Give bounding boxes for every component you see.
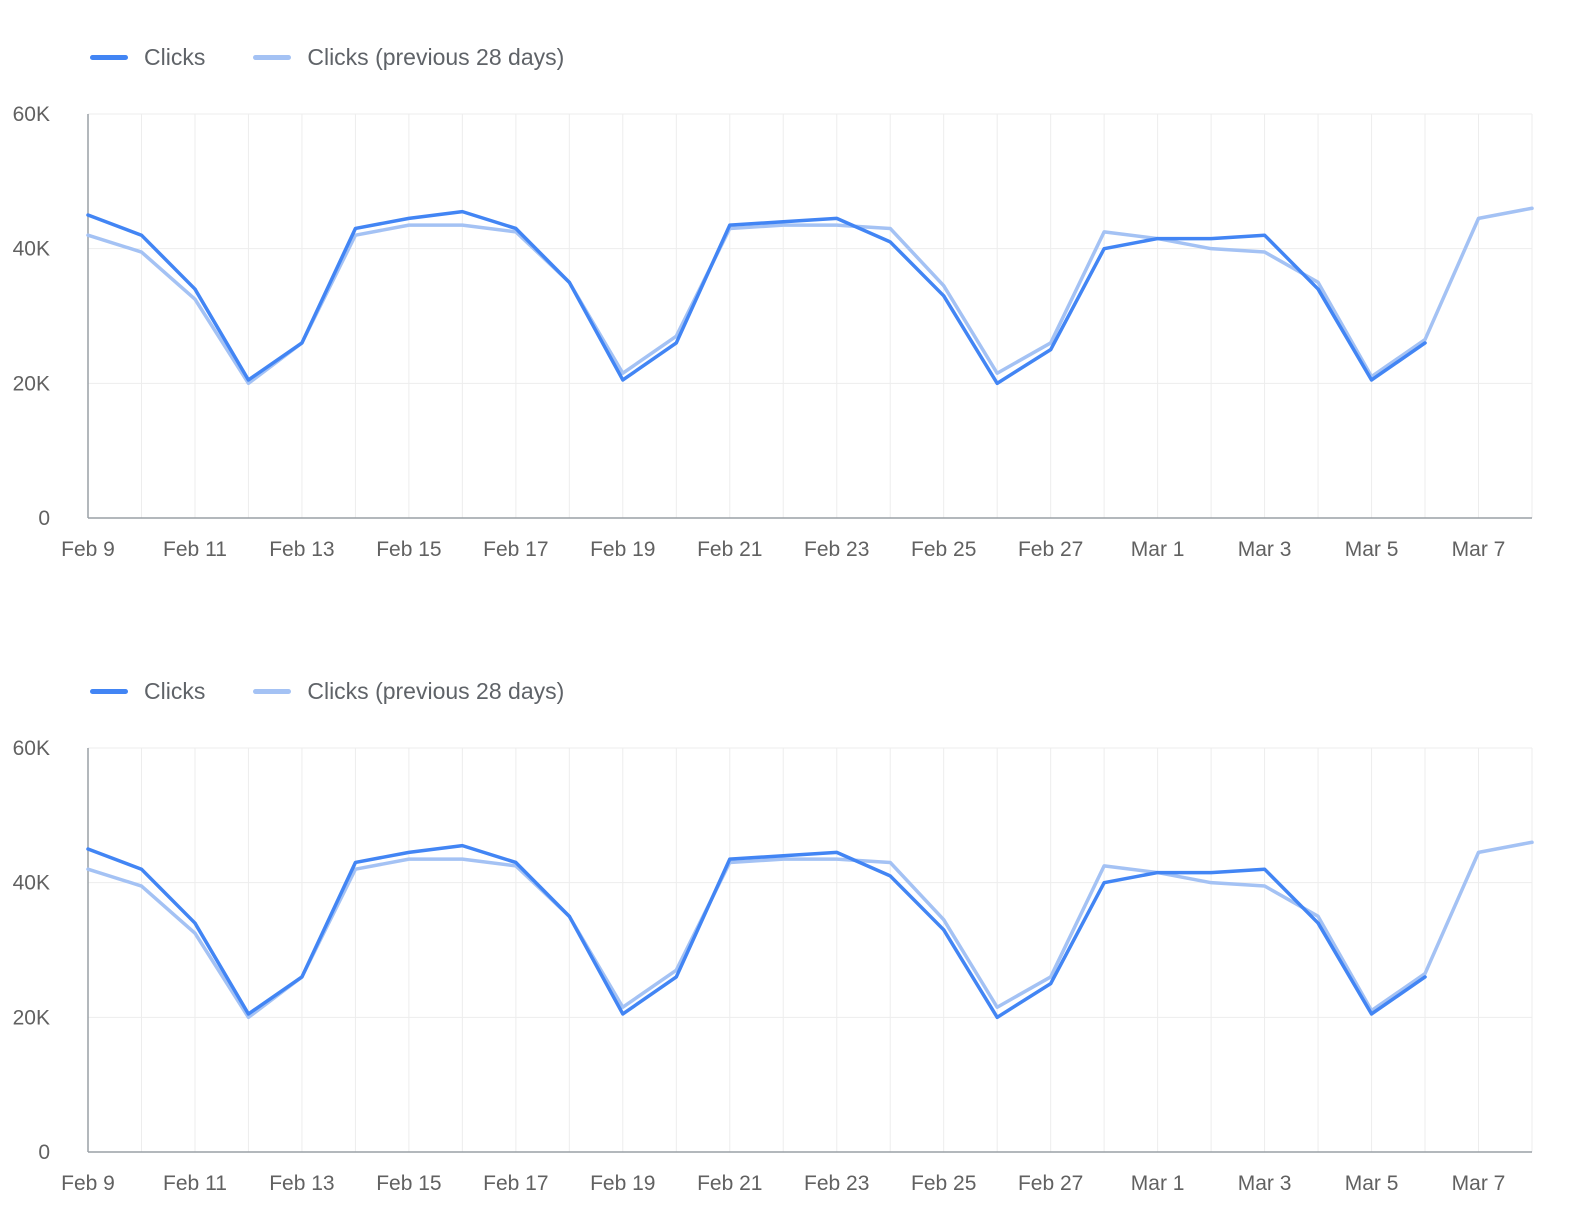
x-tick-label: Mar 5 (1345, 538, 1399, 561)
x-tick-label: Feb 23 (804, 538, 869, 561)
x-tick-label: Mar 7 (1452, 1172, 1506, 1195)
y-tick-label: 40K (13, 872, 50, 895)
x-tick-label: Feb 17 (483, 538, 548, 561)
x-tick-label: Mar 1 (1131, 1172, 1185, 1195)
x-tick-label: Feb 19 (590, 1172, 655, 1195)
y-axis-labels: 0 20K 40K 60K (13, 103, 50, 530)
x-tick-label: Feb 15 (376, 538, 441, 561)
x-tick-label: Feb 15 (376, 1172, 441, 1195)
x-tick-label: Feb 19 (590, 538, 655, 561)
x-tick-label: Mar 5 (1345, 1172, 1399, 1195)
x-tick-label: Feb 17 (483, 1172, 548, 1195)
x-tick-label: Feb 9 (61, 1172, 115, 1195)
x-tick-label: Feb 11 (163, 538, 227, 561)
clicks-previous-line[interactable] (86, 206, 1534, 386)
y-tick-label: 0 (38, 507, 50, 530)
gridlines (88, 113, 1533, 518)
x-tick-label: Mar 1 (1131, 538, 1185, 561)
clicks-chart-bottom: Clicks Clicks (previous 28 days) 0 20K 40K 6… (0, 634, 1572, 1208)
legend-label: Clicks (previous 28 days) (307, 43, 565, 70)
clicks-chart-top: Clicks Clicks (previous 28 days) 0 20K 40K 6… (0, 0, 1572, 574)
clicks-line[interactable] (86, 843, 1427, 1020)
x-axis-labels: Feb 9 Feb 11 Feb 13 Feb 15 Feb 17 Feb 19 Feb 2… (61, 1172, 1505, 1195)
y-tick-label: 0 (38, 1141, 50, 1164)
gridlines (88, 747, 1533, 1152)
x-tick-label: Mar 7 (1452, 538, 1506, 561)
x-tick-label: Mar 3 (1238, 1172, 1292, 1195)
x-axis-labels: Feb 9 Feb 11 Feb 13 Feb 15 Feb 17 Feb 19 Feb 2… (61, 538, 1505, 561)
y-tick-label: 20K (13, 1006, 50, 1029)
legend-item: Clicks (previous 28 days) (253, 44, 564, 71)
x-tick-label: Feb 25 (911, 538, 976, 561)
y-tick-label: 20K (13, 372, 50, 395)
axes (87, 114, 1532, 519)
x-tick-label: Feb 9 (61, 538, 115, 561)
y-axis-labels: 0 20K 40K 60K (13, 737, 50, 1164)
x-tick-label: Feb 25 (911, 1172, 976, 1195)
x-tick-label: Feb 27 (1018, 1172, 1083, 1195)
y-tick-label: 60K (13, 103, 50, 126)
legend-label: Clicks (144, 43, 206, 70)
legend-swatch (90, 54, 128, 60)
x-tick-label: Feb 13 (269, 1172, 334, 1195)
legend-label: Clicks (previous 28 days) (307, 677, 565, 704)
x-tick-label: Feb 21 (697, 538, 762, 561)
y-tick-label: 60K (13, 737, 50, 760)
clicks-line[interactable] (86, 209, 1427, 386)
y-tick-label: 40K (13, 238, 50, 261)
clicks-previous-line[interactable] (86, 840, 1534, 1020)
x-tick-label: Feb 11 (163, 1172, 227, 1195)
x-tick-label: Feb 27 (1018, 538, 1083, 561)
legend-label: Clicks (144, 677, 206, 704)
x-tick-label: Mar 3 (1238, 538, 1292, 561)
x-tick-label: Feb 21 (697, 1172, 762, 1195)
legend-item: Clicks (90, 44, 205, 71)
x-tick-label: Feb 23 (804, 1172, 869, 1195)
legend-swatch (90, 688, 128, 694)
legend-swatch (253, 54, 292, 60)
axes (87, 748, 1532, 1153)
chart-legend: Clicks Clicks (previous 28 days) (0, 674, 1572, 708)
legend-swatch (253, 688, 292, 694)
legend-item: Clicks (90, 678, 205, 705)
chart-legend: Clicks Clicks (previous 28 days) (0, 40, 1572, 74)
legend-item: Clicks (previous 28 days) (253, 678, 564, 705)
x-tick-label: Feb 13 (269, 538, 334, 561)
